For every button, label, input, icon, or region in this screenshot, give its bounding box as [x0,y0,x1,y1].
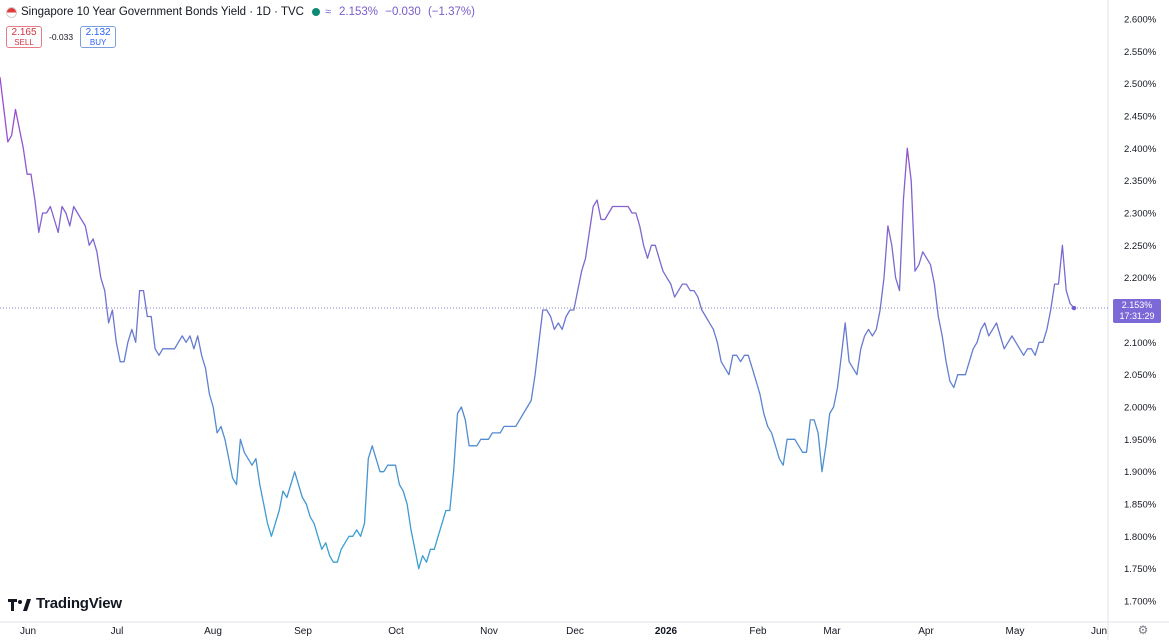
trade-buttons: 2.165 SELL -0.033 2.132 BUY [6,26,117,48]
x-tick-label: Jul [111,626,124,637]
x-tick-label: Mar [823,626,841,637]
y-tick-label: 2.100% [1124,338,1157,349]
tradingview-logo-icon [8,598,31,611]
x-tick-label: Jun [20,626,36,637]
buy-price: 2.132 [85,26,111,38]
tradingview-logo[interactable]: TradingView [8,595,122,612]
y-tick-label: 2.400% [1124,144,1157,155]
settings-gear-icon[interactable]: ⚙ [1137,623,1149,637]
x-tick-label: Sep [294,626,312,637]
x-tick-label: Jun [1091,626,1107,637]
y-tick-label: 1.750% [1124,564,1157,575]
logo-text: TradingView [36,595,122,612]
spread-value: -0.033 [49,32,74,42]
x-tick-label: Aug [204,626,222,637]
price-tag-countdown: 17:31:29 [1119,311,1155,322]
y-tick-label: 2.600% [1124,15,1157,26]
y-tick-label: 2.050% [1124,370,1157,381]
y-tick-label: 2.350% [1124,176,1157,187]
last-value: 2.153% [339,6,379,18]
y-tick-label: 2.200% [1124,273,1157,284]
x-tick-label: May [1006,626,1025,637]
change-percent: (−1.37%) [427,6,475,18]
buy-label: BUY [89,37,107,47]
last-price-label: 2.153% 17:31:29 [1113,299,1161,324]
y-tick-label: 2.550% [1124,47,1157,58]
sell-price: 2.165 [11,26,37,38]
y-tick-label: 1.850% [1124,500,1157,511]
buy-button[interactable]: 2.132 BUY [80,26,117,48]
wave-icon[interactable]: ≈ [324,6,332,18]
y-tick-label: 2.250% [1124,241,1157,252]
y-tick-label: 2.500% [1124,79,1157,90]
y-tick-label: 1.950% [1124,435,1157,446]
last-point [1071,305,1077,311]
sell-button[interactable]: 2.165 SELL [6,26,42,48]
x-tick-label: 2026 [655,626,678,637]
y-tick-label: 1.700% [1124,597,1157,608]
x-tick-label: Dec [566,626,584,637]
x-tick-label: Nov [480,626,498,637]
x-axis-ticks: Jun Jul Aug Sep Oct Nov Dec 2026 Feb Mar Apr May Jun [20,626,1107,637]
market-status-dot-icon[interactable] [311,8,320,16]
x-tick-label: Feb [749,626,767,637]
y-tick-label: 1.800% [1124,532,1157,543]
symbol-title[interactable]: Singapore 10 Year Government Bonds Yield… [21,6,304,18]
x-tick-label: Oct [388,626,404,637]
y-tick-label: 1.900% [1124,467,1157,478]
x-tick-label: Apr [918,626,934,637]
y-tick-label: 2.000% [1124,403,1157,414]
y-tick-label: 2.450% [1124,112,1157,123]
price-tag-value: 2.153% [1121,300,1153,311]
chart-legend-header: Singapore 10 Year Government Bonds Yield… [6,6,479,18]
y-tick-label: 2.300% [1124,209,1157,220]
singapore-flag-icon [6,6,17,18]
sell-label: SELL [14,37,34,47]
change-value: −0.030 [385,6,421,18]
series-line [0,77,1075,570]
